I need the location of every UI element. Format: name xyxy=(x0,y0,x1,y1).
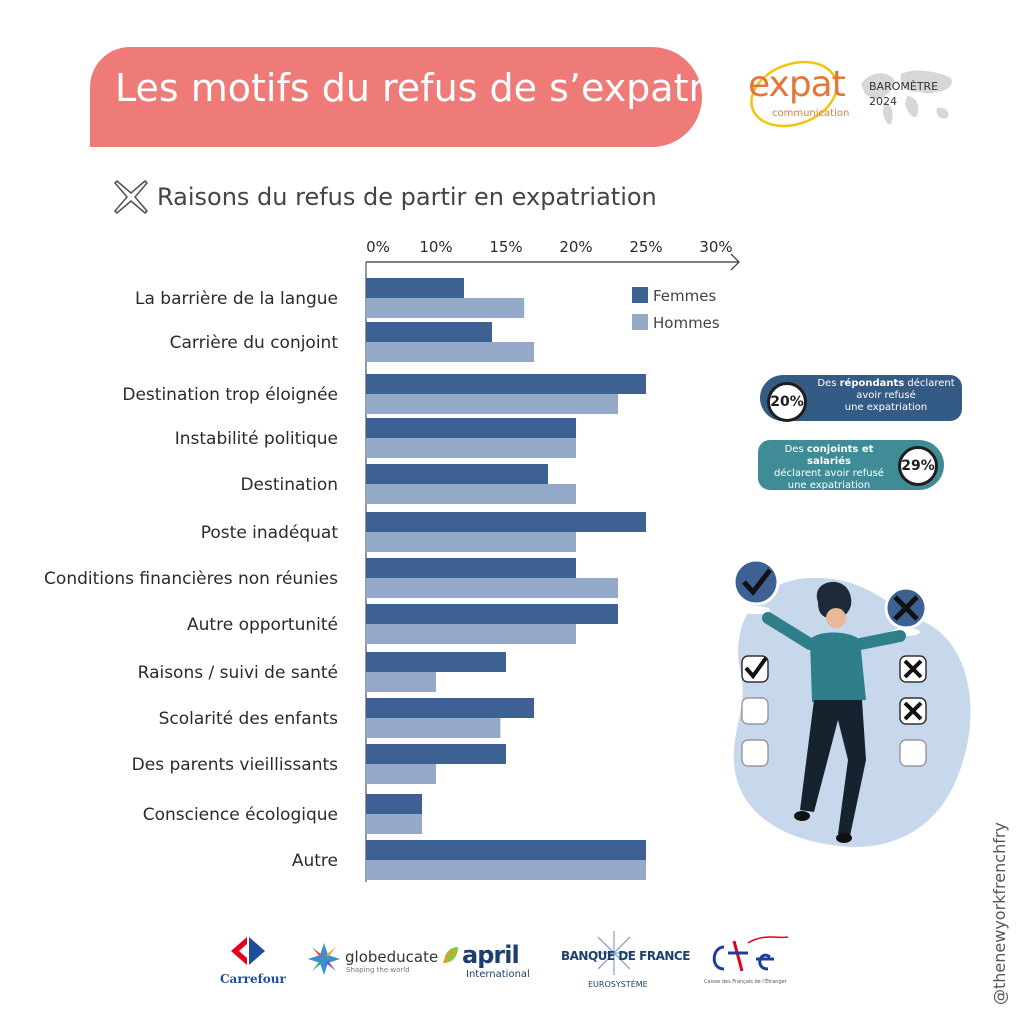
barometer-label: BAROMÈTRE xyxy=(869,80,939,93)
globeducate-tagline: Shaping the world xyxy=(346,966,410,974)
bar-hommes xyxy=(366,342,534,362)
globeducate-logo-icon xyxy=(308,943,340,975)
banque-de-france-emblem-icon xyxy=(596,931,632,975)
bar-femmes xyxy=(366,464,548,484)
bar-hommes xyxy=(366,624,576,644)
bar-hommes xyxy=(366,718,501,738)
barometer-year: 2024 xyxy=(869,95,897,108)
x-tick-label: 15% xyxy=(489,238,522,256)
bar-femmes xyxy=(366,558,576,578)
x-tick-label: 25% xyxy=(629,238,662,256)
bar-hommes xyxy=(366,860,646,880)
category-label: Destination trop éloignée xyxy=(122,385,338,405)
category-label: Scolarité des enfants xyxy=(159,709,339,729)
expat-logo-word: expat xyxy=(748,64,846,105)
bar-hommes xyxy=(366,298,525,318)
bar-hommes xyxy=(366,438,576,458)
april-logo-sub: International xyxy=(466,969,530,980)
bar-chart: 0% 10% 15% 20% 25% 30% La barrière de la langu… xyxy=(44,238,740,882)
bar-hommes xyxy=(366,672,436,692)
banque-de-france-logo-sub: EUROSYSTÈME xyxy=(588,980,648,989)
stat-box-respondents xyxy=(760,375,962,421)
legend-swatch-femmes xyxy=(632,287,648,303)
carrefour-logo-icon xyxy=(231,937,265,965)
bar-femmes xyxy=(366,652,506,672)
bar-hommes xyxy=(366,814,422,834)
bar-hommes xyxy=(366,484,576,504)
category-label: Autre xyxy=(292,851,338,871)
banque-de-france-logo-text: BANQUE DE FRANCE xyxy=(561,949,690,963)
bar-femmes xyxy=(366,840,646,860)
x-axis-arrow-icon xyxy=(730,253,740,271)
stat-text-respondents: Des répondants déclarent avoir refusé un… xyxy=(817,378,955,413)
stat-box-spouses xyxy=(758,440,944,490)
category-label: Conscience écologique xyxy=(143,805,338,825)
x-tick-label: 10% xyxy=(419,238,452,256)
bar-femmes xyxy=(366,604,618,624)
category-label: Instabilité politique xyxy=(175,429,338,449)
bar-femmes xyxy=(366,512,646,532)
category-label: Autre opportunité xyxy=(187,615,338,635)
category-label: Destination xyxy=(240,475,338,495)
bar-femmes xyxy=(366,278,464,298)
title-banner xyxy=(90,47,702,147)
bar-hommes xyxy=(366,578,618,598)
globeducate-logo-text: globeducate xyxy=(345,948,439,966)
category-label: Poste inadéquat xyxy=(201,523,339,543)
category-label: Des parents vieillissants xyxy=(132,755,339,775)
cfe-logo-sub: Caisse des Français de l'Étranger xyxy=(704,979,787,985)
stat-value-spouses: 29% xyxy=(898,446,938,486)
bar-hommes xyxy=(366,764,436,784)
stat-value-respondents: 20% xyxy=(767,382,807,422)
cross-icon xyxy=(114,180,148,214)
woman-choosing-illustration-icon xyxy=(732,560,971,847)
legend-label-femmes: Femmes xyxy=(653,287,716,305)
expat-logo-sub: communication xyxy=(772,108,850,119)
bar-femmes xyxy=(366,374,646,394)
x-tick-label: 20% xyxy=(559,238,592,256)
world-map-icon xyxy=(861,70,952,125)
partner-logos: Carrefour globeducate Shaping the world … xyxy=(0,925,1024,1005)
category-label: Raisons / suivi de santé xyxy=(138,663,338,683)
bar-femmes xyxy=(366,744,506,764)
legend-swatch-hommes xyxy=(632,314,648,330)
legend-label-hommes: Hommes xyxy=(653,314,720,332)
category-label: Conditions financières non réunies xyxy=(44,569,338,589)
category-label: La barrière de la langue xyxy=(135,289,338,309)
x-tick-label: 0% xyxy=(366,238,390,256)
bar-femmes xyxy=(366,794,422,814)
page-title: Les motifs du refus de s’expatrier xyxy=(115,66,754,110)
april-logo-text: april xyxy=(462,941,520,969)
april-leaf-icon xyxy=(443,947,458,964)
bar-femmes xyxy=(366,698,534,718)
expat-logo-icon xyxy=(750,60,838,128)
stat-text-spouses: Des conjoints et salariés déclarent avoi… xyxy=(774,444,884,491)
bar-hommes xyxy=(366,394,618,414)
x-tick-label: 30% xyxy=(699,238,732,256)
bar-femmes xyxy=(366,418,576,438)
bar-hommes xyxy=(366,532,576,552)
bar-femmes xyxy=(366,322,492,342)
cfe-logo-icon xyxy=(712,936,788,972)
chart-subtitle: Raisons du refus de partir en expatriati… xyxy=(157,183,657,211)
category-label: Carrière du conjoint xyxy=(170,333,339,353)
carrefour-logo-text: Carrefour xyxy=(220,972,286,986)
